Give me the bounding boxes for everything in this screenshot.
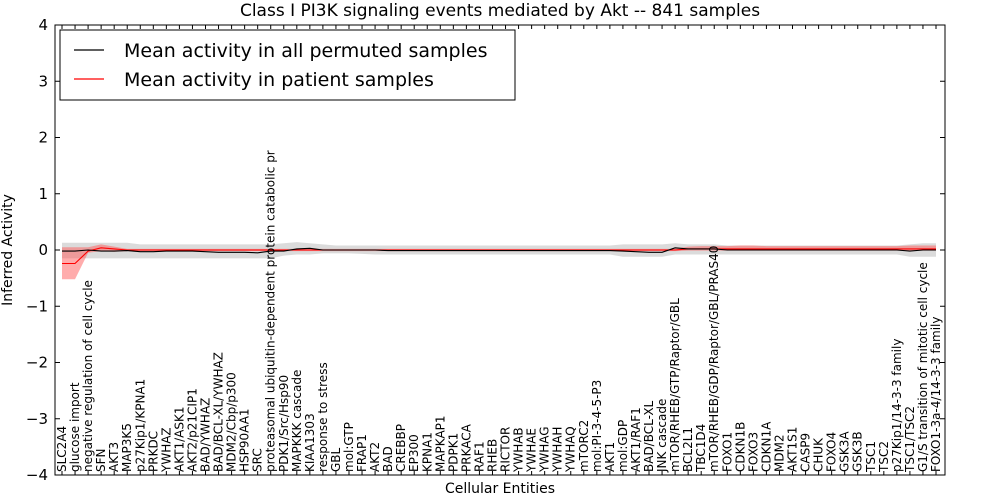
x-tick-label: FOXO1: [720, 432, 734, 472]
chart-title: Class I PI3K signaling events mediated b…: [240, 1, 760, 21]
x-tick-label: MAPKKK cascade: [290, 370, 304, 472]
x-tick-label: SFN: [94, 449, 108, 473]
legend-label-permuted: Mean activity in all permuted samples: [124, 40, 487, 62]
x-tick-label: TSC1: [864, 441, 878, 473]
x-tick-label: mol:GTP: [342, 422, 356, 472]
x-tick-label: CDKN1B: [733, 422, 747, 472]
x-tick-label: KPNA1: [420, 432, 434, 472]
x-tick-label: GSK3A: [838, 431, 852, 472]
x-tick-label: BCL2L1: [681, 427, 695, 472]
x-tick-label: YWHAB: [512, 427, 526, 473]
x-axis-label: Cellular Entities: [445, 481, 555, 497]
x-tick-label: CREBBP: [394, 424, 408, 472]
y-tick-label: 3: [38, 72, 48, 90]
x-tick-label: YWHAQ: [564, 426, 578, 473]
y-tick-label: −1: [26, 297, 48, 315]
x-tick-label: PRKDC: [146, 431, 160, 472]
x-tick-label: proteasomal ubiquitin-dependent protein …: [264, 150, 278, 472]
x-tick-label: GBL: [329, 447, 343, 472]
series-line-1: [62, 247, 936, 265]
x-tick-label: mTORC2: [577, 420, 591, 472]
x-tick-label: RICTOR: [499, 427, 513, 472]
series-band-1: [62, 244, 936, 280]
y-tick-label: 1: [38, 185, 48, 203]
x-tick-label: AKT1/ASK1: [172, 407, 186, 472]
x-tick-label: YWHAE: [525, 428, 539, 473]
x-tick-label: AKT1S1: [786, 427, 800, 472]
x-tick-label: YWHAZ: [159, 427, 173, 473]
x-tick-label: YWHAH: [551, 427, 565, 473]
y-tick-label: 0: [38, 241, 48, 259]
x-tick-label: response to stress: [316, 362, 330, 472]
legend-box: [59, 29, 516, 101]
x-tick-label: CHUK: [812, 437, 826, 472]
x-tick-label: FRAP1: [355, 434, 369, 472]
x-tick-label: G1/S transition of mitotic cell cycle: [916, 262, 930, 472]
x-tick-label: p27Kip1/14-3-3 family: [890, 339, 904, 472]
x-tick-label: BAD/BCL-XL: [642, 400, 656, 472]
x-tick-label: BAD/BCL-XL/YWHAZ: [212, 352, 226, 472]
x-tick-label: AKT1/RAF1: [629, 407, 643, 472]
x-tick-label: FOXO1-3a-4/14-3-3 family: [929, 317, 943, 473]
x-tick-label: EP300: [407, 434, 421, 472]
x-tick-label: BAD: [381, 446, 395, 472]
x-tick-label: CDKN1A: [759, 421, 773, 472]
x-tick-label: RAF1: [472, 441, 486, 472]
x-tick-label: AKT1: [603, 442, 617, 472]
plot-area: −4 −3 −2 −1 0 1 2 3 4 SLC2A4 glucose import negati…: [26, 16, 946, 484]
x-tick-label: AKT2/p21CIP1: [185, 388, 199, 472]
x-tick-label: mol:PI-3-4-5-P3: [590, 380, 604, 472]
x-tick-label: MDM2/Cbp/p300: [225, 372, 239, 472]
x-tick-label: SLC2A4: [55, 426, 69, 472]
x-tick-label: FOXO3: [746, 432, 760, 472]
legend-label-patient: Mean activity in patient samples: [124, 69, 434, 91]
x-tick-label: TBC1D4: [694, 424, 708, 473]
x-tick-label: JNK cascade: [655, 399, 669, 473]
x-tick-label: p27Kip1/KPNA1: [133, 379, 147, 472]
x-tick-label: mTOR/RHEB/GDP/Raptor/GBL/PRAS40: [707, 246, 721, 472]
y-tick-label: −3: [26, 410, 48, 428]
x-tick-label: glucose import: [68, 382, 82, 472]
x-tick-label: HSP90AA1: [238, 408, 252, 472]
x-tick-label: AKT3: [107, 442, 121, 472]
x-tick-label: GSK3B: [851, 431, 865, 472]
x-tick-label: CASP9: [799, 433, 813, 472]
x-tick-label: BAD/YWHAZ: [199, 398, 213, 472]
x-tick-label: PDK1/Src/Hsp90: [277, 375, 291, 472]
y-tick-label: −2: [26, 354, 48, 372]
x-tick-label: MDM2: [773, 434, 787, 472]
x-tick-label: RHEB: [486, 439, 500, 472]
x-tick-label: SRC: [251, 448, 265, 472]
y-tick-label: −4: [26, 466, 48, 484]
x-tick-label: MAP3K5: [120, 423, 134, 472]
x-tick-label: KIAA1303: [303, 413, 317, 472]
x-tick-label: TSC2: [877, 441, 891, 473]
x-tick-label: FOXO4: [825, 432, 839, 472]
x-tick-label: PRKACA: [459, 423, 473, 472]
y-tick-label: 4: [38, 16, 48, 34]
x-tick-label: mTOR/RHEB/GTP/Raptor/GBL: [668, 298, 682, 472]
y-tick-label: 2: [38, 129, 48, 147]
x-tick-label: AKT2: [368, 442, 382, 472]
legend: Mean activity in all permuted samples Me…: [59, 29, 516, 101]
y-axis-label: Inferred Activity: [0, 194, 16, 306]
x-tick-label: TSC1/TSC2: [903, 406, 917, 473]
x-tick-label: negative regulation of cell cycle: [81, 280, 95, 472]
x-tick-label: mol:GDP: [616, 420, 630, 472]
series-line-0: [62, 247, 936, 254]
x-tick-label: YWHAG: [538, 426, 552, 473]
x-tick-label: PDPK1: [446, 433, 460, 472]
x-tick-label: MAPKAP1: [433, 415, 447, 472]
